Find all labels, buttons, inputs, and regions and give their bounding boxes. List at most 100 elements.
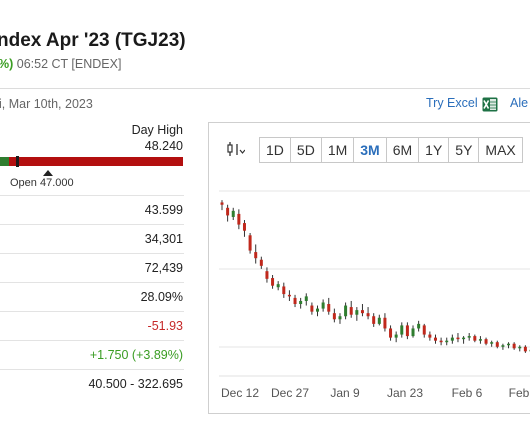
price-chart-panel: 1D 5D 1M 3M 6M 1Y 5Y MAX Dec 12 Dec 27 Jan 9 Jan 2…	[208, 122, 530, 414]
candle	[389, 325, 393, 341]
candle	[271, 275, 275, 289]
candle	[220, 200, 224, 211]
stat-value: 43.599	[144, 203, 183, 217]
candle	[276, 281, 280, 291]
stat-row: 43.599	[0, 195, 184, 224]
page-title: ndex Apr '23 (TGJ23)	[0, 30, 186, 51]
stat-value: -51.93	[147, 319, 183, 333]
time-range-selector: 1D 5D 1M 3M 6M 1Y 5Y MAX	[259, 137, 523, 163]
as-of-date: i, Mar 10th, 2023	[0, 97, 93, 111]
candle	[332, 308, 336, 323]
price-subline: %) 06:52 CT [ENDEX]	[0, 57, 121, 71]
open-label: Open 47.000	[10, 177, 74, 189]
candle	[349, 300, 353, 318]
candle	[265, 267, 269, 283]
candle	[327, 297, 331, 315]
range-button-5d[interactable]: 5D	[289, 137, 322, 163]
quote-time: 06:52 CT [ENDEX]	[16, 57, 122, 71]
range-button-3m[interactable]: 3M	[353, 137, 387, 163]
candle	[523, 345, 527, 353]
x-tick-label: Jan 9	[330, 386, 360, 400]
candle	[282, 282, 286, 298]
candle	[287, 290, 291, 301]
stat-value: 28.09%	[140, 290, 183, 304]
candle	[299, 297, 303, 309]
change-percent: %)	[0, 57, 14, 71]
candle	[310, 302, 314, 315]
candle	[360, 304, 364, 317]
candle	[518, 345, 522, 352]
candle	[462, 336, 466, 344]
stat-value: 72,439	[144, 261, 183, 275]
candle	[417, 320, 421, 332]
x-tick-label: Feb 6	[452, 386, 483, 400]
candle	[355, 307, 359, 321]
candle	[428, 331, 432, 341]
candle	[501, 343, 505, 350]
candle	[338, 313, 342, 324]
stat-row: 34,301	[0, 224, 184, 253]
excel-icon[interactable]	[482, 97, 498, 112]
candle	[304, 293, 308, 306]
candle	[226, 204, 230, 222]
day-high-label: Day High	[131, 123, 183, 137]
range-button-5y[interactable]: 5Y	[448, 137, 480, 163]
candle	[411, 325, 415, 338]
candle	[456, 333, 460, 343]
candle	[372, 313, 376, 327]
candle	[259, 256, 263, 269]
candle	[237, 209, 241, 230]
candle	[321, 299, 325, 312]
range-button-1m[interactable]: 1M	[320, 137, 355, 163]
try-excel-link[interactable]: Try Excel	[426, 96, 478, 110]
candle	[507, 342, 511, 349]
candle	[383, 313, 387, 332]
x-tick-label: Jan 23	[387, 386, 423, 400]
candle	[473, 334, 477, 343]
candle	[394, 331, 398, 343]
x-tick-label: Feb	[509, 386, 530, 400]
candle	[467, 333, 471, 341]
day-range-fill	[0, 157, 10, 166]
candle	[377, 314, 381, 326]
day-range-bar	[0, 156, 183, 167]
stat-row: 72,439	[0, 253, 184, 282]
x-tick-label: Dec 27	[271, 386, 309, 400]
chart-type-button[interactable]	[221, 137, 249, 161]
candle	[512, 342, 516, 350]
day-high-value: 48.240	[144, 139, 183, 153]
open-marker-icon	[42, 170, 53, 176]
candle	[316, 305, 320, 317]
stat-value: 40.500 - 322.695	[88, 377, 183, 391]
header-divider	[0, 88, 530, 89]
candle	[450, 334, 454, 344]
range-button-6m[interactable]: 6M	[385, 137, 420, 163]
alerts-link[interactable]: Ale	[510, 96, 529, 110]
candle	[490, 340, 494, 347]
candle	[433, 334, 437, 344]
candle	[445, 337, 449, 346]
candle	[254, 244, 258, 264]
range-button-max[interactable]: MAX	[478, 137, 523, 163]
candle	[478, 336, 482, 344]
candle	[484, 337, 488, 346]
candle	[248, 233, 252, 254]
range-button-1d[interactable]: 1D	[259, 137, 291, 163]
candle	[439, 337, 443, 346]
stat-row: 28.09%	[0, 282, 184, 311]
x-tick-label: Dec 12	[221, 386, 259, 400]
candle	[366, 307, 370, 320]
range-button-1y[interactable]: 1Y	[418, 137, 450, 163]
stat-row: 40.500 - 322.695	[0, 369, 184, 398]
price-chart[interactable]: Dec 12 Dec 27 Jan 9 Jan 23 Feb 6 Feb	[209, 173, 530, 413]
candle	[405, 322, 409, 340]
current-price-tick	[16, 156, 20, 167]
candlestick-icon	[227, 142, 245, 156]
candle	[495, 340, 499, 349]
candle	[344, 302, 348, 320]
candle	[293, 294, 297, 308]
candle	[242, 220, 246, 237]
stat-row: -51.93	[0, 311, 184, 340]
candle	[400, 322, 404, 338]
stat-row: +1.750 (+3.89%)	[0, 340, 184, 369]
